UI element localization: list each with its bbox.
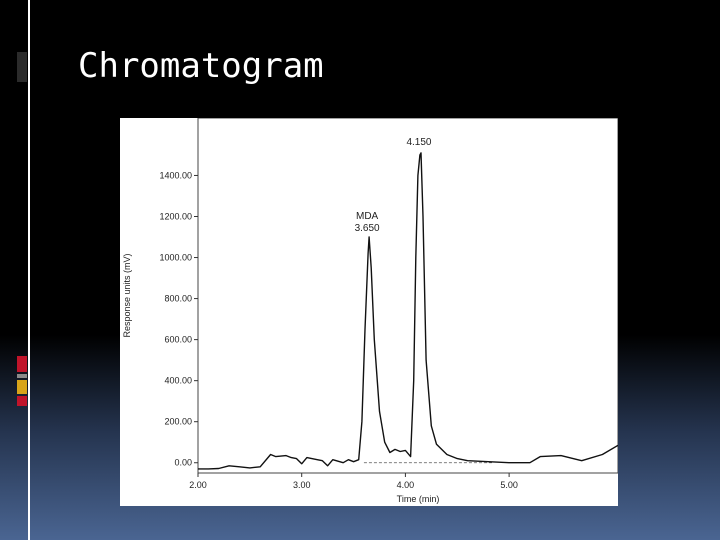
accent-bar-yellow xyxy=(17,380,27,394)
slide-title: Chromatogram xyxy=(78,46,324,86)
x-tick-label: 2.00 xyxy=(189,480,207,490)
y-tick-label: 200.00 xyxy=(164,417,192,427)
accent-bar-dark xyxy=(17,52,27,82)
x-tick-label: 5.00 xyxy=(500,480,518,490)
y-tick-label: 1400.00 xyxy=(159,170,192,180)
accent-bar-red xyxy=(17,356,27,372)
y-tick-label: 0.00 xyxy=(174,458,192,468)
plot-frame xyxy=(197,118,618,474)
series-line xyxy=(198,152,618,470)
accent-bar-red-2 xyxy=(17,396,27,406)
y-tick-label: 800.00 xyxy=(164,294,192,304)
peak-label-time: 4.150 xyxy=(406,137,431,148)
x-tick-label: 3.00 xyxy=(293,480,311,490)
peak-label-name: MDA xyxy=(356,211,379,222)
accent-bar-gray xyxy=(17,374,27,378)
left-rule xyxy=(28,0,30,540)
y-axis-title: Response units (mV) xyxy=(122,253,132,337)
y-tick-label: 1000.00 xyxy=(159,253,192,263)
peak-label-time: 3.650 xyxy=(355,223,380,234)
chart-svg: 0.00 200.00 400.00 600.00 800.00 1000.00 1200.… xyxy=(122,118,618,504)
chromatogram-chart: 0.00 200.00 400.00 600.00 800.00 1000.00 1200.… xyxy=(120,118,618,506)
y-tick-label: 1200.00 xyxy=(159,211,192,221)
y-tick-label: 600.00 xyxy=(164,335,192,345)
x-axis-title: Time (min) xyxy=(397,494,440,504)
x-tick-label: 4.00 xyxy=(397,480,415,490)
y-tick-label: 400.00 xyxy=(164,376,192,386)
